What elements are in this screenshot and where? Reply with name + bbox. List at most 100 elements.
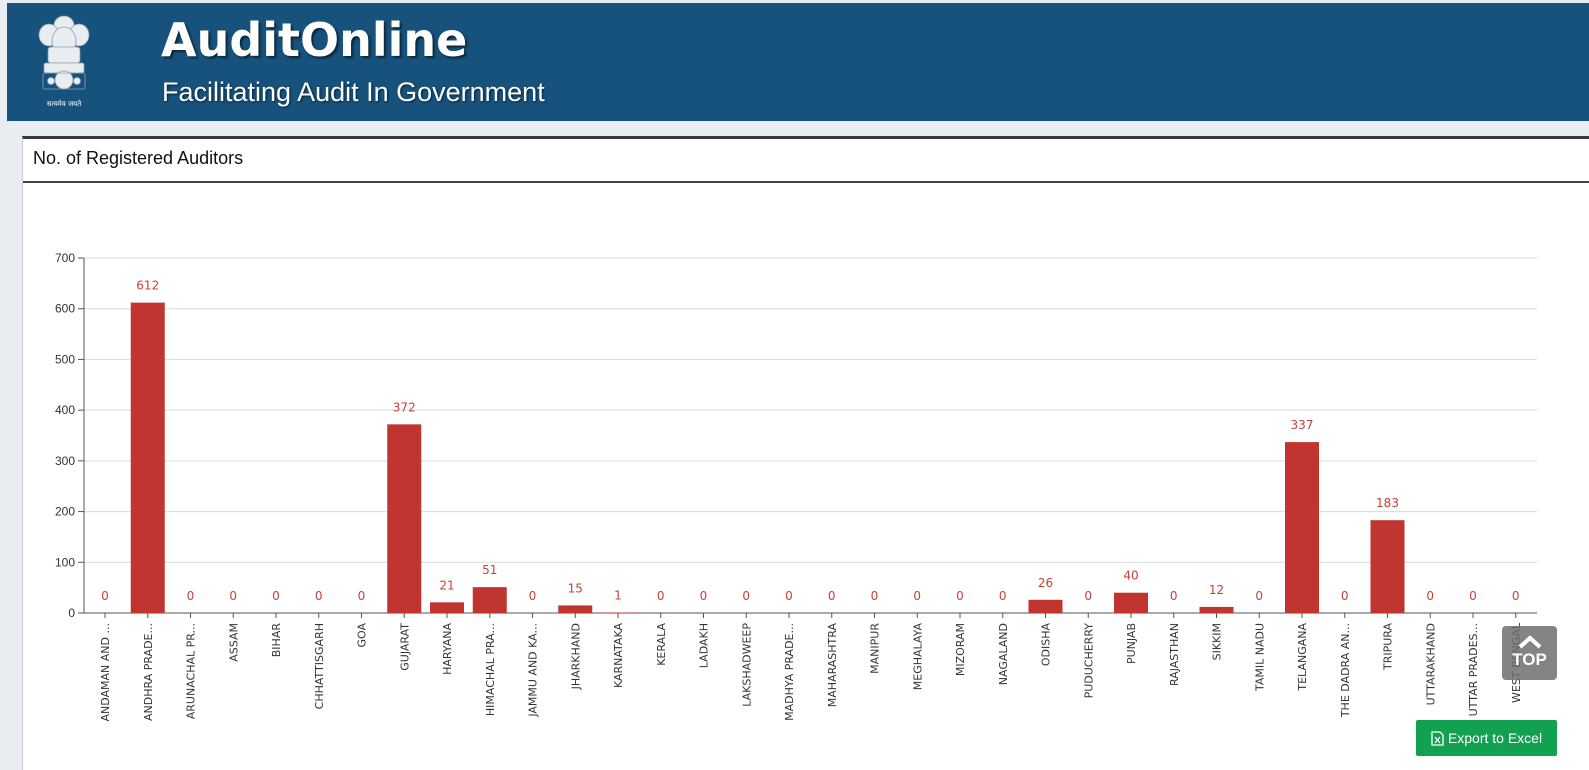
bar [430,602,464,613]
bar-data-label: 0 [657,589,665,603]
x-tick-label: KARNATAKA [612,623,625,688]
y-tick-label: 100 [55,555,75,569]
bar [1114,592,1148,613]
y-tick-label: 400 [55,403,75,417]
bar-data-label: 0 [785,589,793,603]
bar [130,302,165,613]
y-tick-label: 500 [55,352,75,366]
x-tick-label: MADHYA PRADE... [783,623,796,721]
x-tick-label: CHHATTISGARH [313,623,326,709]
emblem-caption: सत्यमेव जयते [47,99,82,108]
bar-data-label: 0 [272,589,280,603]
panel-heading: No. of Registered Auditors [23,139,1589,183]
x-tick-label: ASSAM [227,623,240,662]
x-tick-label: HIMACHAL PRA... [484,623,497,716]
x-tick-label: ARUNACHAL PR... [185,623,198,719]
bar [558,605,593,613]
bar-data-label: 0 [700,589,708,603]
bar-data-label: 0 [1426,589,1434,603]
x-tick-label: JAMMU AND KA... [527,623,540,718]
bar-data-label: 0 [871,589,879,603]
bar [1285,442,1319,613]
bar-data-label: 40 [1123,569,1138,583]
x-tick-label: NAGALAND [997,623,1010,685]
bar-data-label: 0 [1084,589,1092,603]
x-tick-label: TELANGANA [1296,623,1309,692]
bar [387,424,422,613]
bar [1028,599,1063,613]
bar-data-label: 0 [101,589,109,603]
x-tick-label: HARYANA [441,623,454,675]
export-label: Export to Excel [1447,730,1543,746]
y-tick-label: 200 [55,505,75,519]
y-tick-label: 300 [55,454,75,468]
bar-data-label: 372 [393,400,416,414]
bar-data-label: 51 [482,563,497,577]
x-tick-label: ANDAMAN AND ... [99,623,112,722]
bar-data-label: 0 [187,589,195,603]
bar [1370,520,1405,613]
x-tick-label: JHARKHAND [569,623,582,690]
bar-data-label: 26 [1038,576,1053,590]
bar-data-label: 0 [742,589,750,603]
x-tick-label: BIHAR [270,623,283,658]
national-emblem-logo: सत्यमेव जयते [38,15,90,108]
x-tick-label: MANIPUR [869,623,882,674]
bar-data-label: 183 [1376,496,1399,510]
x-tick-label: MEGHALAYA [911,623,924,691]
bar-data-label: 0 [956,589,964,603]
bar-data-label: 0 [1341,589,1349,603]
x-tick-label: GOA [356,623,369,648]
bar-data-label: 0 [529,589,537,603]
x-tick-label: TAMIL NADU [1253,623,1266,692]
x-tick-label: RAJASTHAN [1168,623,1181,686]
top-label: TOP [1512,650,1547,669]
bar-data-label: 0 [913,589,921,603]
bar-data-label: 0 [1255,589,1263,603]
bar-data-label: 15 [568,581,583,595]
x-tick-label: MAHARASHTRA [826,623,839,708]
export-to-excel-button[interactable]: Export to Excel [1416,720,1557,756]
bar-data-label: 21 [439,578,454,592]
x-tick-label: PUDUCHERRY [1082,623,1095,699]
app-subtitle: Facilitating Audit In Government [162,77,545,107]
x-tick-label: PUNJAB [1125,623,1138,664]
bar-data-label: 12 [1209,583,1224,597]
x-tick-label: LAKSHADWEEP [740,623,753,707]
app-header: सत्यमेव जयते AuditOnline Facilitating Au… [7,3,1589,121]
bar-data-label: 0 [358,589,366,603]
bar-data-label: 0 [315,589,323,603]
x-tick-label: KERALA [655,623,668,666]
bar [601,612,635,613]
x-tick-label: THE DADRA AN... [1339,623,1352,718]
x-tick-label: ODISHA [1040,623,1053,667]
x-tick-label: UTTAR PRADES... [1467,623,1480,716]
bar-data-label: 0 [229,589,237,603]
bar-data-label: 0 [1469,589,1477,603]
bar [472,587,507,613]
y-tick-label: 0 [68,606,75,620]
x-tick-label: MIZORAM [954,623,967,676]
app-title: AuditOnline [161,13,468,67]
bar-data-label: 0 [999,589,1007,603]
x-tick-label: GUJARAT [398,623,411,671]
chevron-up-icon [1518,635,1541,649]
x-tick-label: ANDHRA PRADE... [142,623,155,721]
y-tick-label: 600 [55,302,75,316]
auditors-panel: No. of Registered Auditors [22,136,1589,770]
x-tick-label: SIKKIM [1211,623,1224,660]
bar-data-label: 0 [1512,589,1520,603]
x-tick-label: LADAKH [698,623,711,668]
x-tick-label: TRIPURA [1382,623,1395,671]
bar [1199,606,1234,613]
bar-data-label: 0 [1170,589,1178,603]
bar-data-label: 337 [1291,418,1314,432]
excel-file-icon [1431,730,1444,746]
x-tick-label: UTTARAKHAND [1424,623,1437,705]
bar-data-label: 612 [136,279,159,293]
y-tick-label: 700 [55,251,75,265]
bar-data-label: 0 [828,589,836,603]
scroll-to-top-button[interactable]: TOP [1502,626,1557,680]
bar-data-label: 1 [614,588,622,602]
